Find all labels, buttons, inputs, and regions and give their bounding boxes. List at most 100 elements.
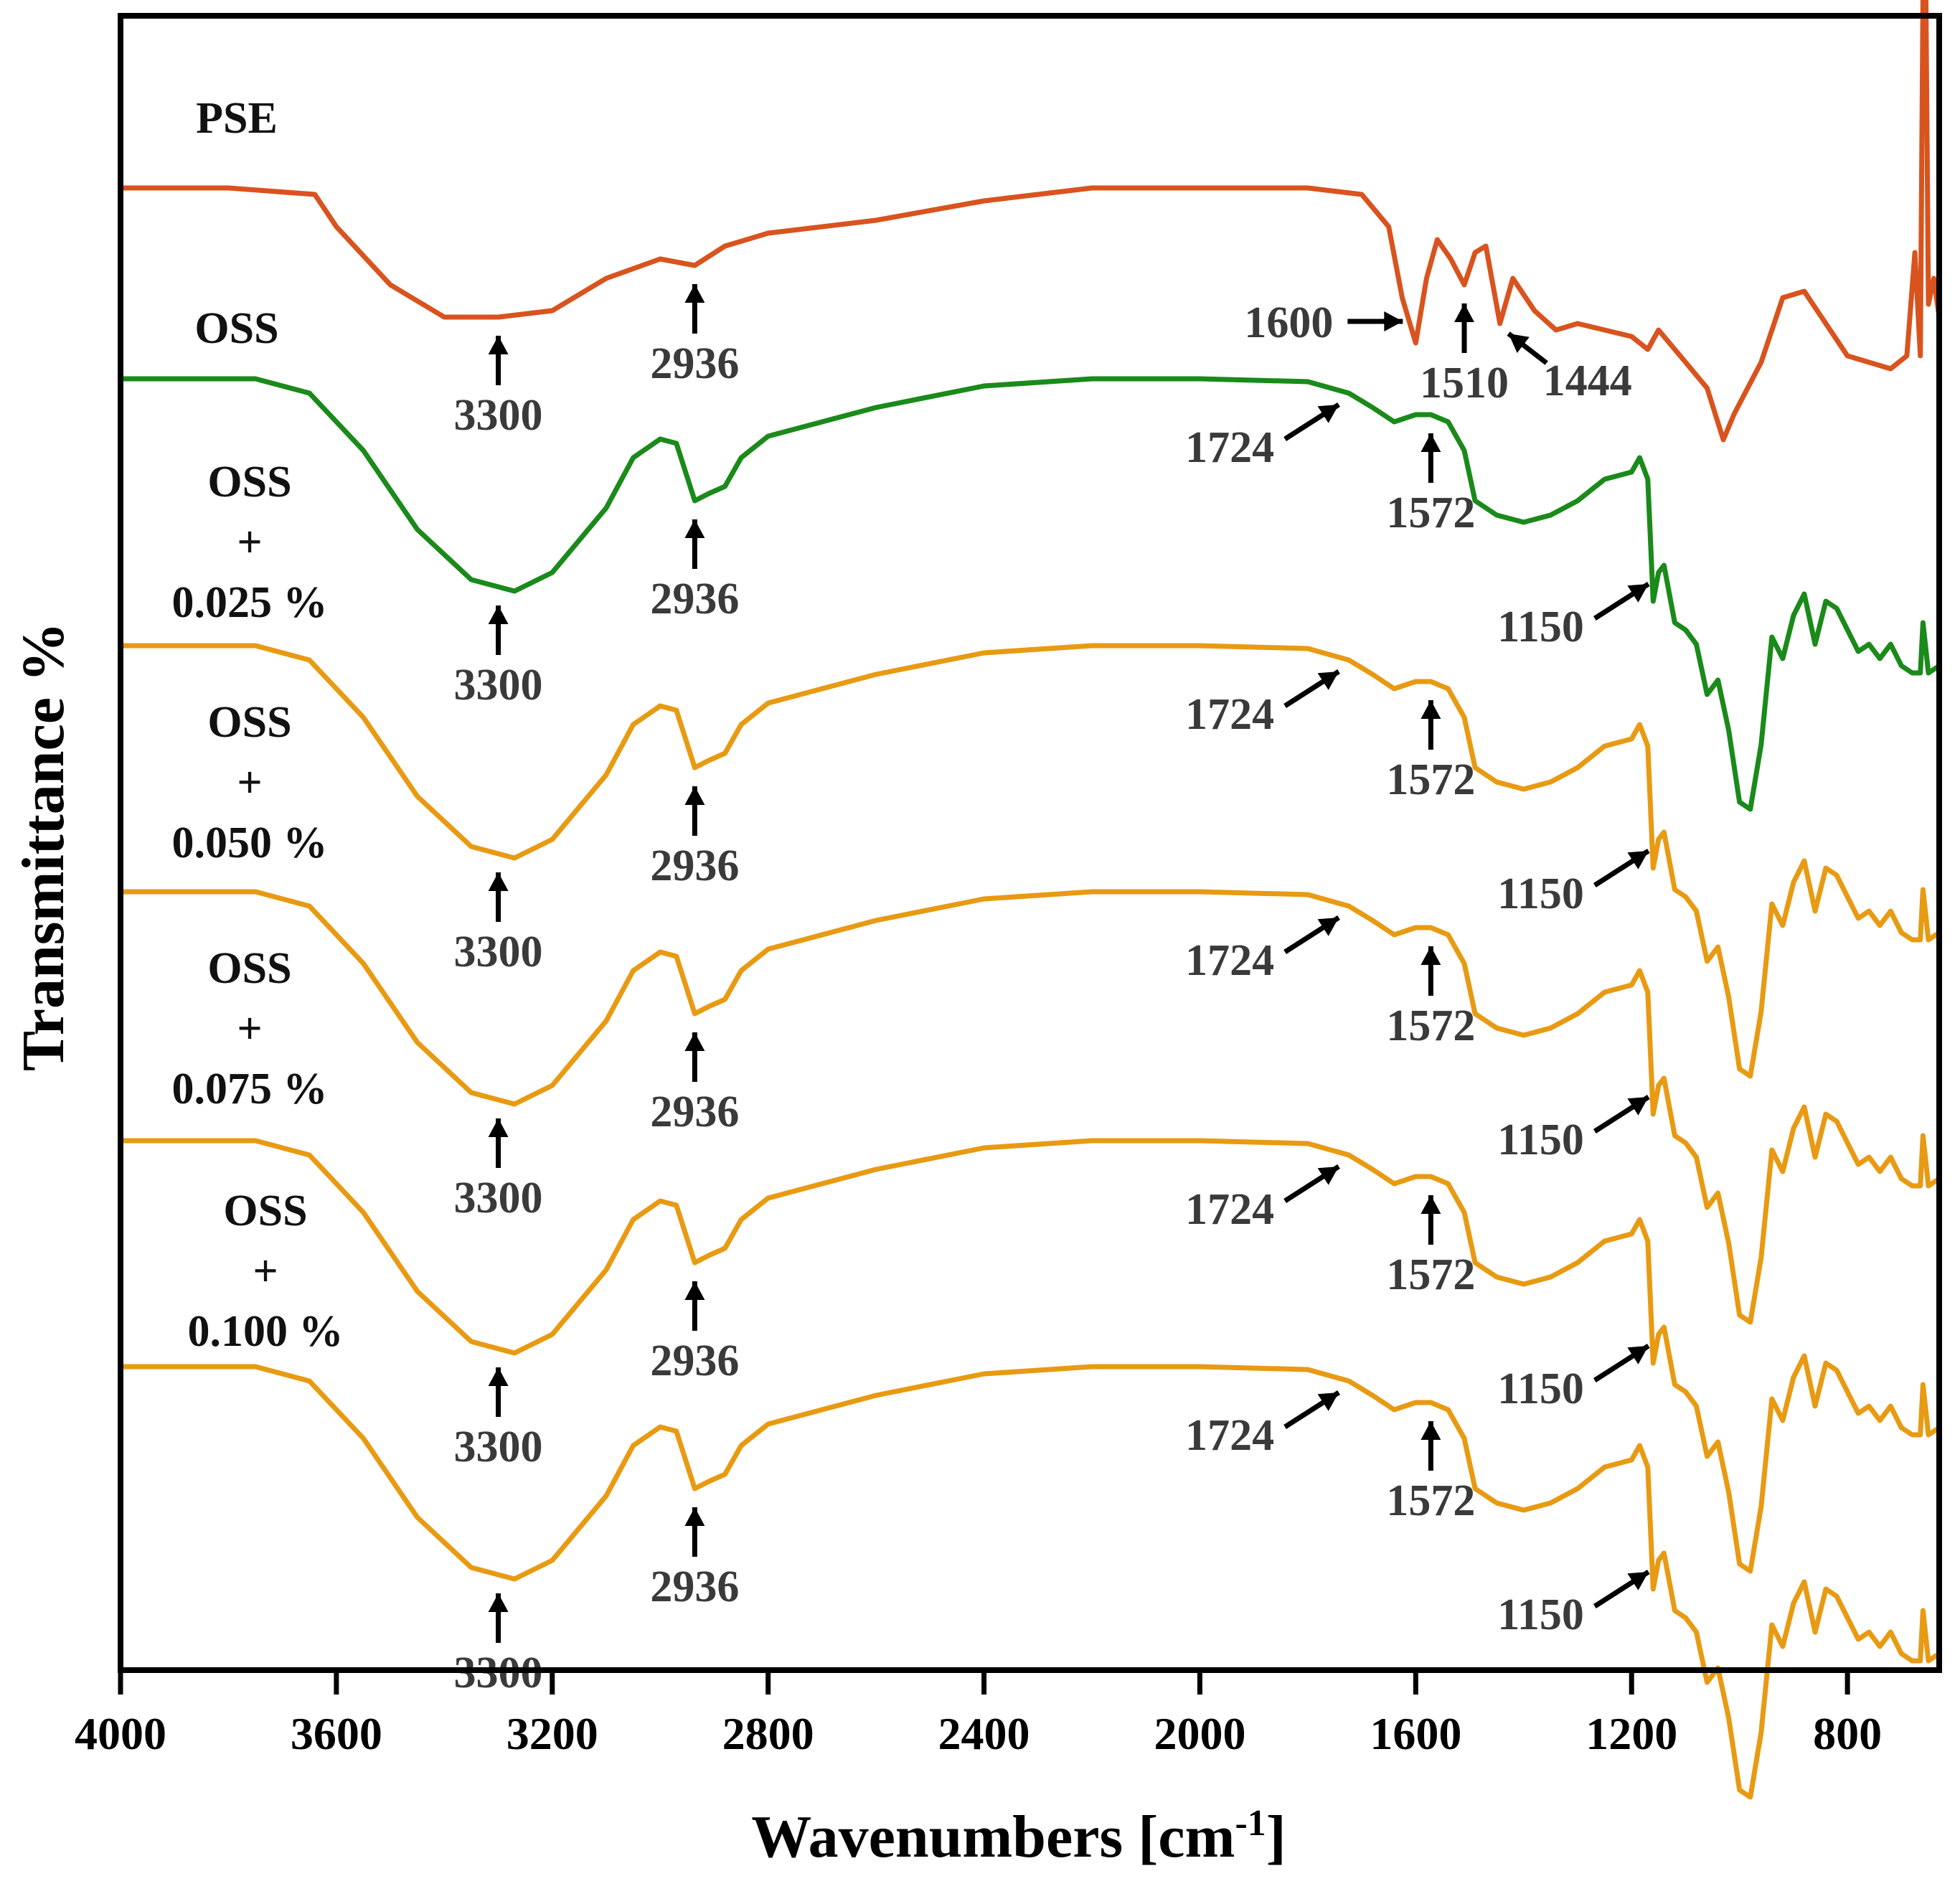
x-tick-label-7: 1200 (1586, 1708, 1677, 1759)
peak-annotation-22-label: 1724 (1185, 1185, 1274, 1234)
peak-annotation-16-arrow-head (684, 1032, 705, 1051)
x-axis-title: Wavenumbers [cm-1] (751, 1803, 1286, 1870)
x-tick-label-3: 2800 (722, 1708, 814, 1759)
x-tick-label-2: 3200 (507, 1708, 598, 1759)
spectrum-line-1 (118, 376, 1942, 812)
peak-annotation-7-arrow-head (1317, 405, 1339, 423)
peak-annotation-21-arrow-head (684, 1281, 705, 1300)
peak-annotation-15-label: 3300 (454, 1174, 543, 1222)
peak-annotation-2-arrow-head (1384, 311, 1403, 331)
peak-annotation-11-label: 2936 (650, 842, 739, 890)
peak-annotation-20-arrow-head (488, 1367, 509, 1386)
peak-annotation-15-arrow-head (488, 1118, 509, 1137)
peak-annotation-18-label: 1572 (1386, 1002, 1475, 1050)
series-label-2-line-2: 0.025 % (172, 578, 328, 627)
peak-annotation-26-label: 2936 (650, 1563, 739, 1611)
series-label-0-line-0: PSE (196, 94, 278, 143)
x-axis-title-close: ] (1266, 1804, 1286, 1870)
peak-annotation-27-label: 1724 (1185, 1411, 1274, 1460)
peak-annotation-18-arrow-head (1420, 946, 1441, 965)
peak-annotation-14-arrow-head (1627, 851, 1649, 869)
peak-annotation-13-label: 1572 (1386, 755, 1475, 804)
series-label-4-line-0: OSS (207, 944, 291, 993)
peak-annotation-3-arrow-head (1454, 303, 1474, 322)
series-label-3-line-1: + (237, 758, 262, 807)
peak-annotation-17-arrow-head (1317, 918, 1339, 936)
series-label-2-line-0: OSS (207, 458, 291, 506)
series-labels: PSE OSS OSS +0.025 % OSS +0.050 % OSS +0.075 % O… (172, 94, 1632, 1697)
peak-annotation-12-arrow-head (1317, 671, 1339, 690)
peak-annotation-0-arrow-head (488, 336, 509, 354)
peak-annotation-4-arrow-head (1508, 334, 1530, 353)
peak-annotation-26-arrow-head (684, 1507, 705, 1526)
spectrum-line-0 (118, 0, 1942, 443)
peak-annotation-10-arrow-head (488, 872, 509, 891)
x-axis-title-superscript: -1 (1235, 1803, 1266, 1844)
peak-annotation-10-label: 3300 (454, 928, 543, 976)
peak-annotation-8-arrow-head (1420, 433, 1441, 452)
y-axis-title: Transmittance % (10, 622, 77, 1071)
peak-annotation-19-arrow-head (1627, 1097, 1649, 1116)
spectrum-line-5 (118, 1364, 1942, 1800)
series-label-4-line-2: 0.075 % (172, 1065, 328, 1113)
x-tick-label-8: 800 (1813, 1708, 1882, 1759)
peak-annotation-13-arrow-head (1420, 700, 1441, 719)
peak-annotation-5-label: 3300 (454, 661, 543, 710)
peak-annotation-22-arrow-head (1317, 1167, 1339, 1185)
peak-annotation-12-label: 1724 (1185, 690, 1274, 739)
series-label-3-line-0: OSS (207, 698, 291, 747)
peak-annotation-29-label: 1150 (1497, 1590, 1584, 1639)
x-tick-label-6: 1600 (1370, 1708, 1461, 1759)
peak-annotation-8-label: 1572 (1386, 489, 1475, 537)
peak-annotation-6-arrow-head (684, 519, 705, 538)
series-label-5-line-1: + (253, 1247, 278, 1296)
peak-annotation-0-label: 3300 (454, 391, 543, 440)
x-tick-label-1: 3600 (291, 1708, 382, 1759)
peak-annotation-27-arrow-head (1317, 1392, 1339, 1411)
x-axis: 4000 3600 3200 2800 2400 2000 1600 1200 800 (75, 1670, 1882, 1759)
peak-annotation-11-arrow-head (684, 786, 705, 805)
x-axis-title-text: Wavenumbers [cm (751, 1804, 1235, 1870)
series-label-2-line-1: + (237, 518, 262, 567)
peak-annotation-21-label: 2936 (650, 1337, 739, 1385)
peak-annotation-2-label: 1600 (1244, 298, 1333, 347)
annotation-arrows (488, 284, 1650, 1643)
series-label-1-line-0: OSS (194, 304, 278, 353)
peak-annotation-24-label: 1150 (1497, 1365, 1584, 1413)
series-label-4-line-1: + (237, 1004, 262, 1053)
peak-annotation-1-label: 2936 (650, 339, 739, 388)
peak-annotation-16-label: 2936 (650, 1088, 739, 1136)
peak-annotation-7-label: 1724 (1185, 423, 1274, 472)
peak-annotation-1-arrow-head (684, 284, 705, 303)
peak-annotation-6-label: 2936 (650, 575, 739, 623)
peak-annotation-9-label: 1150 (1497, 603, 1584, 651)
x-tick-label-5: 2000 (1154, 1708, 1245, 1759)
peak-annotation-28-arrow-head (1420, 1421, 1441, 1440)
peak-annotation-23-arrow-head (1420, 1195, 1441, 1214)
spectrum-line-3 (118, 889, 1942, 1325)
series-label-3-line-2: 0.050 % (172, 819, 328, 867)
peak-annotation-23-label: 1572 (1386, 1250, 1475, 1299)
series-layer (118, 0, 1942, 1800)
peak-annotation-17-label: 1724 (1185, 936, 1274, 985)
peak-annotation-14-label: 1150 (1497, 869, 1584, 918)
series-label-5-line-0: OSS (223, 1187, 307, 1235)
peak-annotation-24-arrow-head (1627, 1346, 1649, 1365)
peak-annotation-20-label: 3300 (454, 1423, 543, 1471)
peak-annotation-9-arrow-head (1627, 584, 1649, 603)
x-tick-label-0: 4000 (75, 1708, 166, 1759)
peak-annotation-28-label: 1572 (1386, 1476, 1475, 1525)
plot-frame (118, 13, 1942, 1673)
peak-annotation-3-label: 1510 (1420, 359, 1509, 407)
x-tick-label-4: 2400 (938, 1708, 1030, 1759)
spectrum-line-2 (118, 643, 1942, 1079)
peak-annotation-5-arrow-head (488, 605, 509, 624)
peak-annotation-19-label: 1150 (1497, 1116, 1584, 1164)
peak-annotation-29-arrow-head (1627, 1572, 1649, 1590)
peak-annotation-25-arrow-head (488, 1593, 509, 1612)
series-label-5-line-2: 0.100 % (188, 1307, 344, 1356)
spectrum-line-4 (118, 1138, 1942, 1574)
peak-annotation-4-label: 1444 (1543, 357, 1632, 405)
